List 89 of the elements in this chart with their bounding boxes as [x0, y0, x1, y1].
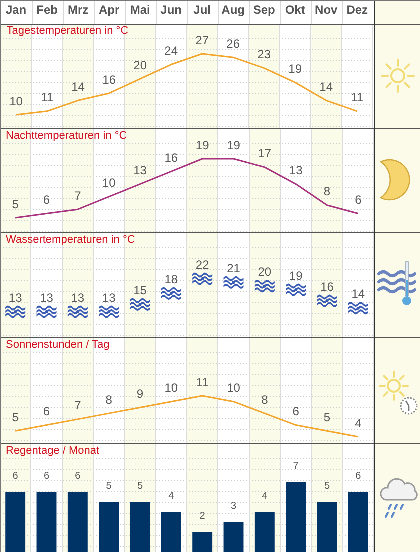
data-label: 8: [106, 392, 113, 407]
x-tick-label: Nov: [315, 3, 338, 18]
data-label: 11: [351, 90, 364, 105]
x-tick-label: Apr: [98, 3, 120, 18]
x-tick-label: Okt: [285, 3, 306, 18]
data-label: 7: [74, 188, 82, 203]
data-label: 16: [102, 72, 116, 87]
chart-title: Tagestemperaturen in °C: [6, 25, 129, 38]
data-label: 14: [352, 287, 366, 302]
data-label: 7: [74, 398, 82, 413]
data-label: 6: [43, 404, 50, 419]
data-label: 5: [137, 480, 144, 492]
bar: [68, 492, 88, 552]
bar: [254, 512, 275, 552]
data-label: 6: [355, 193, 362, 208]
data-label: 14: [320, 80, 334, 94]
bar: [348, 492, 368, 552]
data-label: 13: [40, 290, 54, 305]
data-label: 26: [226, 36, 240, 51]
data-label: 11: [41, 90, 54, 105]
x-tick-label: Mai: [130, 3, 150, 18]
data-label: 20: [134, 58, 148, 72]
x-tick-label: Aug: [222, 3, 245, 18]
x-tick-label: Jun: [160, 3, 182, 18]
data-label: 8: [324, 184, 331, 199]
data-label: 4: [262, 490, 268, 502]
data-label: 4: [168, 490, 175, 502]
data-label: 18: [164, 272, 178, 286]
data-label: 21: [227, 261, 241, 276]
data-label: 13: [8, 290, 23, 305]
data-label: 6: [292, 404, 300, 419]
chart-title: Regentage / Monat: [6, 445, 100, 458]
data-label: 10: [102, 176, 116, 190]
bar: [36, 492, 57, 552]
chart-title: Sonnenstunden / Tag: [6, 339, 110, 352]
data-label: 19: [288, 62, 302, 76]
bar: [192, 532, 213, 552]
data-label: 5: [12, 197, 20, 212]
bar: [6, 492, 26, 552]
data-label: 5: [324, 410, 331, 424]
chart-title: Nachttemperaturen in °C: [6, 130, 128, 142]
data-label: 13: [134, 164, 148, 178]
data-label: 24: [164, 44, 178, 58]
x-tick-label: Sep: [253, 3, 276, 18]
data-label: 5: [106, 480, 112, 492]
data-label: 5: [12, 410, 20, 424]
data-label: 19: [289, 268, 304, 283]
x-tick-label: Feb: [36, 3, 58, 18]
data-label: 3: [230, 500, 237, 512]
data-label: 10: [227, 381, 241, 396]
data-label: 16: [320, 280, 334, 294]
data-label: 17: [258, 146, 272, 161]
data-label: 10: [164, 381, 178, 396]
data-label: 27: [196, 33, 210, 48]
data-label: 19: [196, 138, 210, 152]
data-label: 14: [72, 80, 86, 94]
bar: [286, 482, 306, 552]
data-label: 13: [289, 164, 304, 178]
bar: [130, 502, 150, 552]
data-label: 2: [200, 510, 206, 522]
data-label: 20: [258, 265, 272, 280]
x-tick-label: Mrz: [68, 3, 89, 18]
bar: [99, 502, 120, 552]
data-label: 5: [324, 480, 330, 492]
bar: [161, 512, 182, 552]
data-label: 23: [258, 48, 272, 62]
data-label: 15: [134, 283, 148, 298]
data-label: 4: [355, 416, 362, 430]
data-label: 9: [136, 387, 144, 402]
data-label: 8: [262, 392, 269, 407]
chart-title: Wassertemperaturen in °C: [6, 234, 136, 246]
bar: [224, 522, 244, 552]
data-label: 10: [10, 94, 24, 108]
data-label: 6: [43, 193, 50, 208]
data-label: 19: [227, 138, 241, 152]
data-label: 11: [196, 375, 210, 390]
bar: [317, 502, 338, 552]
data-label: 13: [102, 290, 116, 305]
data-label: 16: [164, 150, 178, 165]
x-tick-label: Jul: [194, 3, 211, 18]
data-label: 6: [12, 470, 19, 482]
data-label: 7: [293, 460, 300, 472]
data-label: 13: [71, 290, 85, 305]
x-tick-label: Jan: [6, 3, 27, 18]
data-label: 6: [44, 470, 50, 482]
x-tick-label: Dez: [346, 3, 368, 18]
data-label: 6: [75, 470, 82, 482]
data-label: 22: [196, 258, 210, 272]
data-label: 6: [356, 470, 362, 482]
